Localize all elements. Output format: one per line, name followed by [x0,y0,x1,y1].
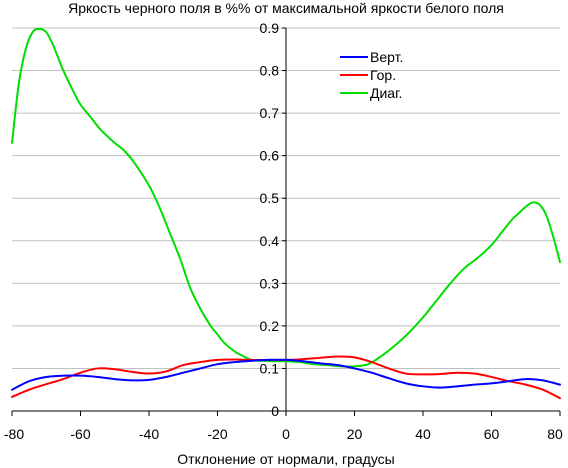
series-line-0 [11,358,561,391]
y-tick-label: 0.5 [260,190,280,206]
x-tick-label: -60 [70,426,90,442]
x-tick-label: 40 [415,426,431,442]
legend: Верт. Гор. Диаг. [340,49,403,101]
x-tick-label: 0 [282,426,290,442]
y-tick-label: 0.1 [260,360,280,376]
axis-layer: 0 0.1 0.2 0.3 0.4 0.5 0.6 0.7 0.8 0.9 -80 -60 -40 -20… [4,20,563,442]
x-tick-label: 60 [484,426,500,442]
y-tick-label: 0.9 [260,20,280,36]
y-tick-label: 0.8 [260,63,280,79]
legend-label-1: Гор. [370,67,396,83]
series-layer [11,27,561,400]
x-axis-title: Отклонение от нормали, градусы [177,451,394,467]
chart-title: Яркость черного поля в %% от максимально… [68,0,504,16]
legend-label-0: Верт. [370,49,403,65]
x-tick-label: -80 [4,426,24,442]
y-tick-label: 0.3 [260,275,280,291]
y-tick-label: 0.4 [260,233,280,249]
y-tick-label: 0.6 [260,148,280,164]
x-tick-label: -20 [207,426,227,442]
x-tick-label: -40 [139,426,159,442]
legend-label-2: Диаг. [370,85,402,101]
y-tick-label: 0.7 [260,105,280,121]
x-tick-label: 80 [547,426,563,442]
y-tick-label: 0.2 [260,318,280,334]
x-tick-label: 20 [347,426,363,442]
